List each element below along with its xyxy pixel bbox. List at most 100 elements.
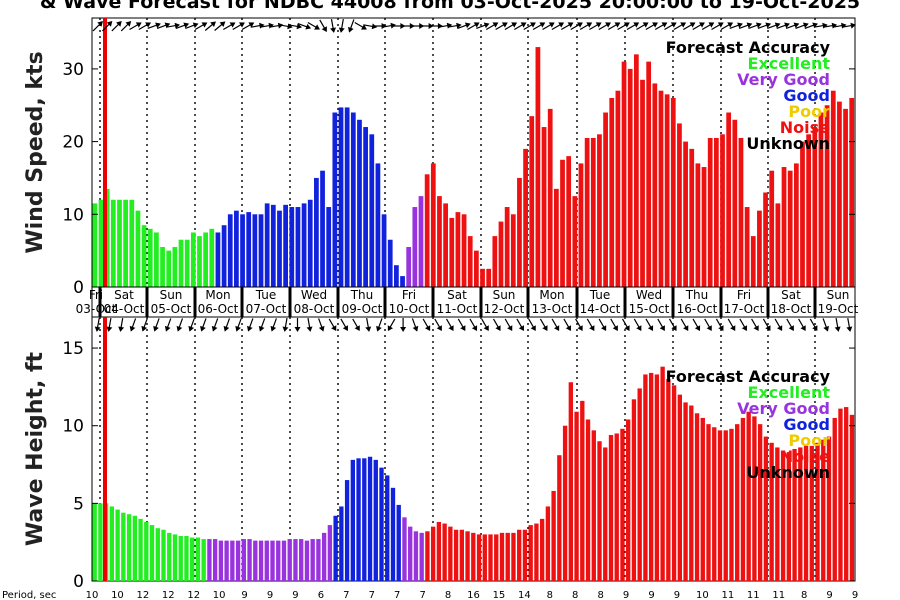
direction-arrow-icon xyxy=(842,22,856,29)
period-value: 9 xyxy=(292,590,298,600)
arrow-head xyxy=(155,22,161,29)
direction-arrow-icon xyxy=(617,22,630,31)
bar xyxy=(658,90,664,287)
direction-arrow-icon xyxy=(621,318,630,332)
arrow-head xyxy=(425,325,431,332)
arrow-head xyxy=(246,325,253,332)
direction-arrow-icon xyxy=(175,22,190,29)
bar xyxy=(338,107,344,287)
bar xyxy=(117,199,122,287)
bar xyxy=(752,416,757,581)
arrow-head xyxy=(800,325,806,332)
bar xyxy=(115,509,120,581)
direction-arrow-icon xyxy=(200,318,207,332)
bar xyxy=(775,447,780,581)
bar xyxy=(539,518,545,581)
bar xyxy=(281,540,287,581)
bar xyxy=(109,506,115,581)
bar xyxy=(729,428,734,581)
arrow-head xyxy=(174,22,180,29)
arrow-head xyxy=(633,22,640,28)
wind-panel: 0 10 20 30 Wind Speed, kts Forecast AccuracyE… xyxy=(23,17,856,298)
direction-arrow-icon xyxy=(767,22,781,29)
bar xyxy=(436,521,442,581)
period-value: 8 xyxy=(801,590,807,600)
bar xyxy=(815,442,820,581)
bar xyxy=(574,411,579,581)
period-value: 9 xyxy=(241,590,247,600)
bar xyxy=(321,532,327,581)
direction-arrow-icon xyxy=(306,318,313,332)
arrow-head xyxy=(577,22,583,28)
arrow-head xyxy=(371,23,378,30)
arrow-head xyxy=(730,325,736,332)
bar xyxy=(155,528,160,581)
arrow-head xyxy=(774,22,781,29)
bar xyxy=(803,445,809,581)
arrow-head xyxy=(718,325,724,332)
arrow-head xyxy=(330,27,337,33)
direction-arrow-icon xyxy=(129,22,142,31)
day-separator xyxy=(671,287,675,317)
period-value: 11 xyxy=(772,590,785,600)
bar xyxy=(510,214,516,287)
bar xyxy=(443,203,448,287)
arrow-head xyxy=(577,325,583,332)
bar xyxy=(126,514,132,581)
bar xyxy=(357,119,362,287)
direction-arrow-icon xyxy=(579,22,593,31)
period-value: 8 xyxy=(597,590,603,600)
bar xyxy=(293,539,298,581)
arrow-head xyxy=(331,325,337,332)
bar xyxy=(375,163,381,287)
y-tick-label: 10 xyxy=(62,417,84,437)
arrow-head xyxy=(239,22,245,28)
day-label: Thu xyxy=(685,288,709,302)
bar xyxy=(459,529,464,581)
arrow-head xyxy=(671,325,677,332)
bar xyxy=(735,424,740,581)
bar xyxy=(201,539,206,581)
day-label: Fri xyxy=(737,288,751,302)
arrow-head xyxy=(483,325,489,332)
bar xyxy=(781,167,787,287)
direction-arrow-icon xyxy=(445,318,454,332)
bar xyxy=(517,529,522,581)
bar xyxy=(135,210,141,287)
legend-item: Noise xyxy=(780,118,830,137)
arrow-head xyxy=(164,22,171,29)
arrow-head xyxy=(567,22,574,28)
bar xyxy=(195,537,201,581)
bar xyxy=(332,112,338,287)
direction-arrow-icon xyxy=(92,21,103,32)
bar xyxy=(172,534,178,581)
direction-arrow-icon xyxy=(328,318,337,332)
arrow-head xyxy=(361,24,367,30)
bar xyxy=(648,372,654,581)
bar xyxy=(144,521,149,581)
legend-item: Unknown xyxy=(746,463,830,482)
bar xyxy=(689,405,694,581)
direction-arrow-icon xyxy=(598,22,611,31)
arrow-head xyxy=(183,22,190,29)
arrow-head xyxy=(511,22,518,28)
bar xyxy=(167,532,172,581)
direction-arrow-icon xyxy=(288,23,302,30)
arrow-head xyxy=(765,22,772,29)
bar xyxy=(769,442,774,581)
day-separator xyxy=(288,287,292,317)
bar xyxy=(726,112,732,287)
arrow-head xyxy=(812,22,818,29)
y-tick-label: 20 xyxy=(62,133,84,153)
direction-arrows xyxy=(92,19,856,33)
direction-arrow-icon xyxy=(164,318,172,332)
arrow-head xyxy=(717,22,724,28)
date-label: 05-Oct xyxy=(151,302,192,316)
day-label: Thu xyxy=(350,288,374,302)
day-separator xyxy=(431,287,435,317)
bar xyxy=(310,539,315,581)
bar xyxy=(849,414,855,581)
arrow-head xyxy=(802,22,809,29)
bar xyxy=(270,540,275,581)
